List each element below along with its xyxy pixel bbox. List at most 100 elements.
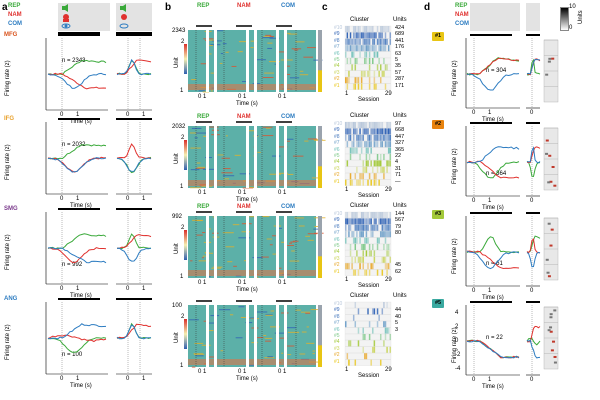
cluster-label: #10 bbox=[334, 25, 343, 31]
heatmap-cell bbox=[210, 90, 213, 92]
heatmap-cell bbox=[209, 330, 214, 332]
x-tick-01: 0 1 bbox=[198, 190, 207, 196]
heatmap-cell bbox=[281, 352, 284, 354]
session-cell bbox=[376, 244, 379, 250]
session-cell bbox=[357, 224, 360, 231]
heatmap-cell bbox=[212, 216, 216, 218]
heatmap-cell bbox=[247, 186, 258, 188]
session-cell bbox=[346, 160, 349, 167]
session-cell bbox=[386, 141, 388, 148]
session-cell bbox=[387, 45, 390, 52]
session-cell bbox=[372, 346, 374, 353]
session-cell bbox=[378, 45, 380, 52]
x-tick-0: 0 bbox=[472, 198, 476, 204]
time-label: Time (s) bbox=[70, 119, 92, 125]
session-cell bbox=[359, 122, 361, 128]
d-colorbar-top: 10 bbox=[569, 4, 576, 10]
cluster-sidebar-highlight bbox=[318, 256, 322, 278]
cluster-label: #3 bbox=[334, 69, 340, 76]
session-cell bbox=[376, 269, 379, 276]
session-cell bbox=[378, 38, 380, 45]
heatmap-cell bbox=[202, 91, 210, 93]
units-value: 365 bbox=[395, 146, 405, 153]
units-header: Units bbox=[393, 293, 407, 299]
x-tick-0: 0 bbox=[60, 376, 64, 382]
session-cell bbox=[356, 237, 358, 244]
session-cell bbox=[362, 263, 364, 270]
session-cell bbox=[362, 134, 364, 141]
heatmap-cell bbox=[212, 266, 223, 268]
x-tick-0: 0 bbox=[60, 286, 64, 292]
heatmap-cell bbox=[284, 65, 291, 67]
session-cell bbox=[362, 173, 364, 180]
units-value: 80 bbox=[395, 230, 402, 237]
session-cell bbox=[379, 134, 382, 141]
units-value: 689 bbox=[395, 31, 405, 38]
heatmap-cell bbox=[252, 257, 263, 259]
region-count-cell bbox=[550, 349, 554, 352]
trace-right bbox=[527, 146, 541, 164]
session-cell bbox=[356, 26, 358, 32]
heatmap-cell bbox=[193, 353, 204, 355]
session-cell bbox=[354, 224, 357, 231]
x-tick-1: 1 bbox=[76, 286, 80, 292]
heatmap-cell bbox=[257, 151, 261, 153]
session-cell bbox=[360, 134, 363, 141]
session-cell bbox=[370, 147, 372, 154]
heatmap-cell bbox=[289, 260, 300, 262]
session-cell bbox=[351, 218, 353, 225]
session-cell bbox=[381, 38, 384, 45]
panel-letter-a: a bbox=[2, 2, 8, 13]
separator bbox=[246, 216, 249, 278]
session-cell bbox=[368, 45, 371, 52]
session-cell bbox=[351, 231, 353, 238]
session-cell bbox=[368, 334, 371, 340]
cluster-row bbox=[344, 166, 392, 173]
separator bbox=[206, 126, 209, 188]
units-bottom: 1 bbox=[180, 88, 184, 94]
heatmap-cell bbox=[262, 37, 274, 39]
session-cell bbox=[383, 154, 385, 160]
heatmap-cell bbox=[299, 70, 304, 72]
session-cell bbox=[348, 70, 350, 77]
heatmap-cell bbox=[299, 74, 309, 76]
session-cell bbox=[364, 141, 366, 148]
session-cell bbox=[354, 212, 357, 218]
session-cell bbox=[367, 45, 369, 52]
session-cell bbox=[381, 45, 384, 52]
session-cell bbox=[365, 58, 368, 64]
session-cell bbox=[389, 256, 392, 263]
units-value: 327 bbox=[395, 140, 405, 147]
heatmap-cell bbox=[272, 235, 278, 237]
session-cell bbox=[368, 321, 371, 328]
region-count-cell bbox=[545, 152, 549, 155]
cluster-row bbox=[344, 314, 392, 321]
cluster-row bbox=[344, 353, 392, 360]
x-tick-0: 0 bbox=[530, 198, 534, 204]
session-cell bbox=[345, 128, 347, 135]
colorbar-top: 2 bbox=[181, 225, 185, 231]
heatmap-cell bbox=[245, 364, 255, 366]
session-cell bbox=[367, 147, 369, 154]
cluster-row bbox=[344, 64, 392, 71]
session-cell bbox=[352, 26, 355, 32]
session-cell bbox=[379, 38, 382, 45]
session-cell bbox=[376, 154, 379, 160]
session-cell bbox=[346, 212, 349, 218]
heatmap-cell bbox=[269, 326, 280, 328]
heatmap-cell bbox=[238, 237, 251, 239]
session-cell bbox=[378, 58, 380, 64]
session-cell bbox=[383, 231, 385, 238]
heatmap-cell bbox=[310, 309, 321, 311]
session-cell bbox=[370, 134, 372, 141]
heatmap-cell bbox=[263, 35, 271, 37]
trace-left bbox=[466, 340, 520, 359]
session-cell bbox=[360, 256, 363, 263]
heatmap-cell bbox=[249, 317, 258, 319]
heatmap-cell bbox=[305, 312, 311, 314]
session-cell bbox=[383, 340, 385, 347]
session-cell bbox=[364, 51, 366, 58]
session-cell bbox=[345, 77, 347, 84]
session-cell bbox=[368, 32, 371, 39]
